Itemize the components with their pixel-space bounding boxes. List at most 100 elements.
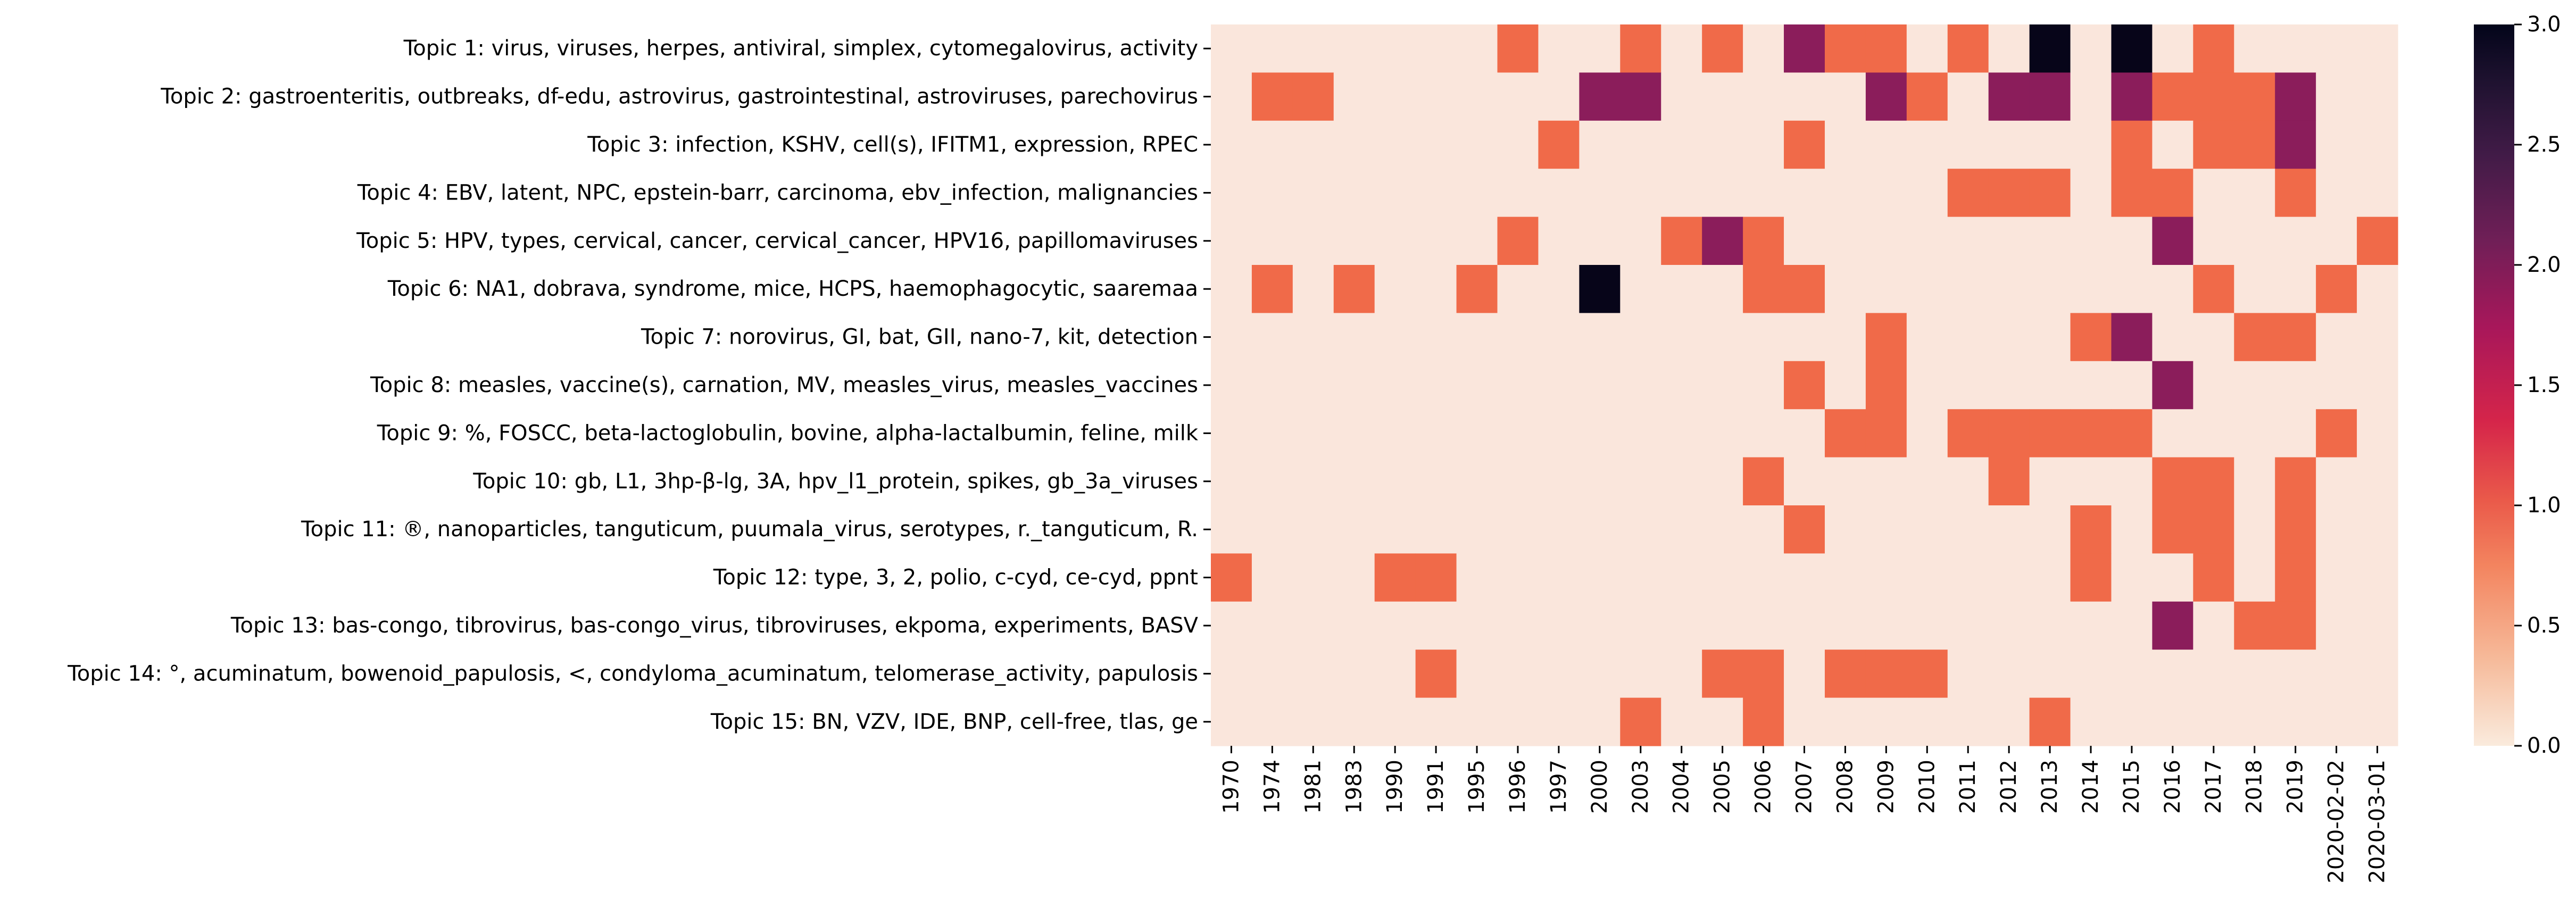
heatmap-cell	[1824, 361, 1866, 410]
heatmap-cell	[2029, 120, 2071, 169]
heatmap-cell	[1251, 553, 1293, 602]
heatmap-cell	[1824, 697, 1866, 746]
heatmap-cell	[1497, 553, 1539, 602]
heatmap-cell	[2111, 553, 2153, 602]
heatmap-cell	[1824, 169, 1866, 218]
column-label: 2014	[2079, 760, 2103, 814]
heatmap-cell	[1906, 650, 1948, 698]
heatmap-cell	[1824, 24, 1866, 73]
heatmap-cell	[2152, 601, 2193, 650]
heatmap-cell	[1661, 457, 1702, 506]
heatmap-cell	[1824, 505, 1866, 554]
heatmap-cell	[1374, 72, 1416, 121]
heatmap-cell	[2316, 601, 2357, 650]
heatmap-cell	[2111, 505, 2153, 554]
heatmap-cell	[2029, 553, 2071, 602]
heatmap-cell	[1743, 697, 1784, 746]
heatmap-cell	[1620, 313, 1661, 362]
column-label: 2004	[1669, 760, 1694, 814]
heatmap-cell	[1579, 361, 1621, 410]
heatmap-cell	[1374, 457, 1416, 506]
heatmap-cell	[1333, 313, 1375, 362]
heatmap-cell	[2193, 72, 2234, 121]
heatmap-cell	[2111, 313, 2153, 362]
heatmap-cell	[1415, 601, 1457, 650]
heatmap-cell	[1947, 24, 1989, 73]
column-label: 2008	[1833, 760, 1857, 814]
heatmap-cell	[1292, 313, 1334, 362]
heatmap-cell	[1251, 24, 1293, 73]
heatmap-cell	[1620, 601, 1661, 650]
heatmap-cell	[1497, 409, 1539, 458]
heatmap-cell	[1497, 120, 1539, 169]
row-label: Topic 8: measles, vaccine(s), carnation,…	[370, 373, 1198, 397]
heatmap-cell	[1415, 361, 1457, 410]
heatmap-cell	[1456, 505, 1498, 554]
heatmap-cell	[2234, 601, 2275, 650]
heatmap-cell	[1497, 217, 1539, 265]
heatmap-cell	[1579, 650, 1621, 698]
heatmap-cell	[1865, 457, 1907, 506]
heatmap-cell	[2193, 553, 2234, 602]
heatmap-cell	[1579, 120, 1621, 169]
heatmap-cell	[1865, 553, 1907, 602]
heatmap-cell	[1661, 313, 1702, 362]
heatmap-cell	[1906, 265, 1948, 313]
heatmap-cell	[1865, 697, 1907, 746]
heatmap-cell	[1333, 553, 1375, 602]
heatmap-cell	[1211, 24, 1252, 73]
heatmap-cell	[1988, 265, 2030, 313]
heatmap-cell	[1333, 265, 1375, 313]
heatmap-cell	[1579, 553, 1621, 602]
column-label: 1974	[1260, 760, 1284, 814]
heatmap-cell	[1620, 120, 1661, 169]
heatmap-cell	[1784, 313, 1825, 362]
heatmap-cell	[1579, 601, 1621, 650]
heatmap-cell	[2234, 553, 2275, 602]
heatmap-cell	[1497, 361, 1539, 410]
heatmap-cell	[2316, 313, 2357, 362]
heatmap-cell	[1702, 697, 1743, 746]
heatmap-cell	[1620, 505, 1661, 554]
heatmap-cell	[1784, 505, 1825, 554]
heatmap-cell	[2275, 601, 2316, 650]
heatmap-cell	[1620, 361, 1661, 410]
heatmap-cell	[1947, 265, 1989, 313]
heatmap-cell	[1988, 553, 2030, 602]
heatmap-cell	[1579, 72, 1621, 121]
heatmap-cell	[1292, 457, 1334, 506]
heatmap-cell	[2357, 505, 2398, 554]
heatmap-cell	[2111, 409, 2153, 458]
heatmap-cell	[2029, 313, 2071, 362]
heatmap-cell	[1292, 650, 1334, 698]
heatmap-cell	[1292, 217, 1334, 265]
heatmap-cell	[1497, 265, 1539, 313]
column-label: 2012	[1997, 760, 2021, 814]
heatmap-cell	[1824, 457, 1866, 506]
heatmap-cell	[1824, 120, 1866, 169]
heatmap-cell	[1333, 24, 1375, 73]
colorbar-ticks: 0.0 0.5 1.0 1.5 2.0 2.5 3.0	[2514, 12, 2561, 758]
heatmap-cell	[1579, 457, 1621, 506]
heatmap-cell	[1661, 169, 1702, 218]
heatmap-cell	[1784, 409, 1825, 458]
heatmap-cell	[2357, 72, 2398, 121]
row-labels: Topic 1: virus, viruses, herpes, antivir…	[67, 36, 1211, 734]
heatmap-cell	[1292, 601, 1334, 650]
heatmap-cell	[2152, 457, 2193, 506]
heatmap-cell	[1988, 72, 2030, 121]
heatmap-cell	[2275, 24, 2316, 73]
column-label: 2019	[2283, 760, 2308, 814]
heatmap-cell	[1211, 697, 1252, 746]
heatmap-cell	[1538, 457, 1580, 506]
heatmap-cell	[2070, 457, 2112, 506]
heatmap-cell	[2357, 409, 2398, 458]
heatmap-cell	[2193, 169, 2234, 218]
heatmap-cell	[1456, 697, 1498, 746]
heatmap-cell	[1988, 24, 2030, 73]
heatmap-cell	[2316, 217, 2357, 265]
heatmap-cell	[2357, 650, 2398, 698]
heatmap-cell	[1784, 697, 1825, 746]
heatmap-cell	[2316, 650, 2357, 698]
heatmap-cell	[1292, 409, 1334, 458]
